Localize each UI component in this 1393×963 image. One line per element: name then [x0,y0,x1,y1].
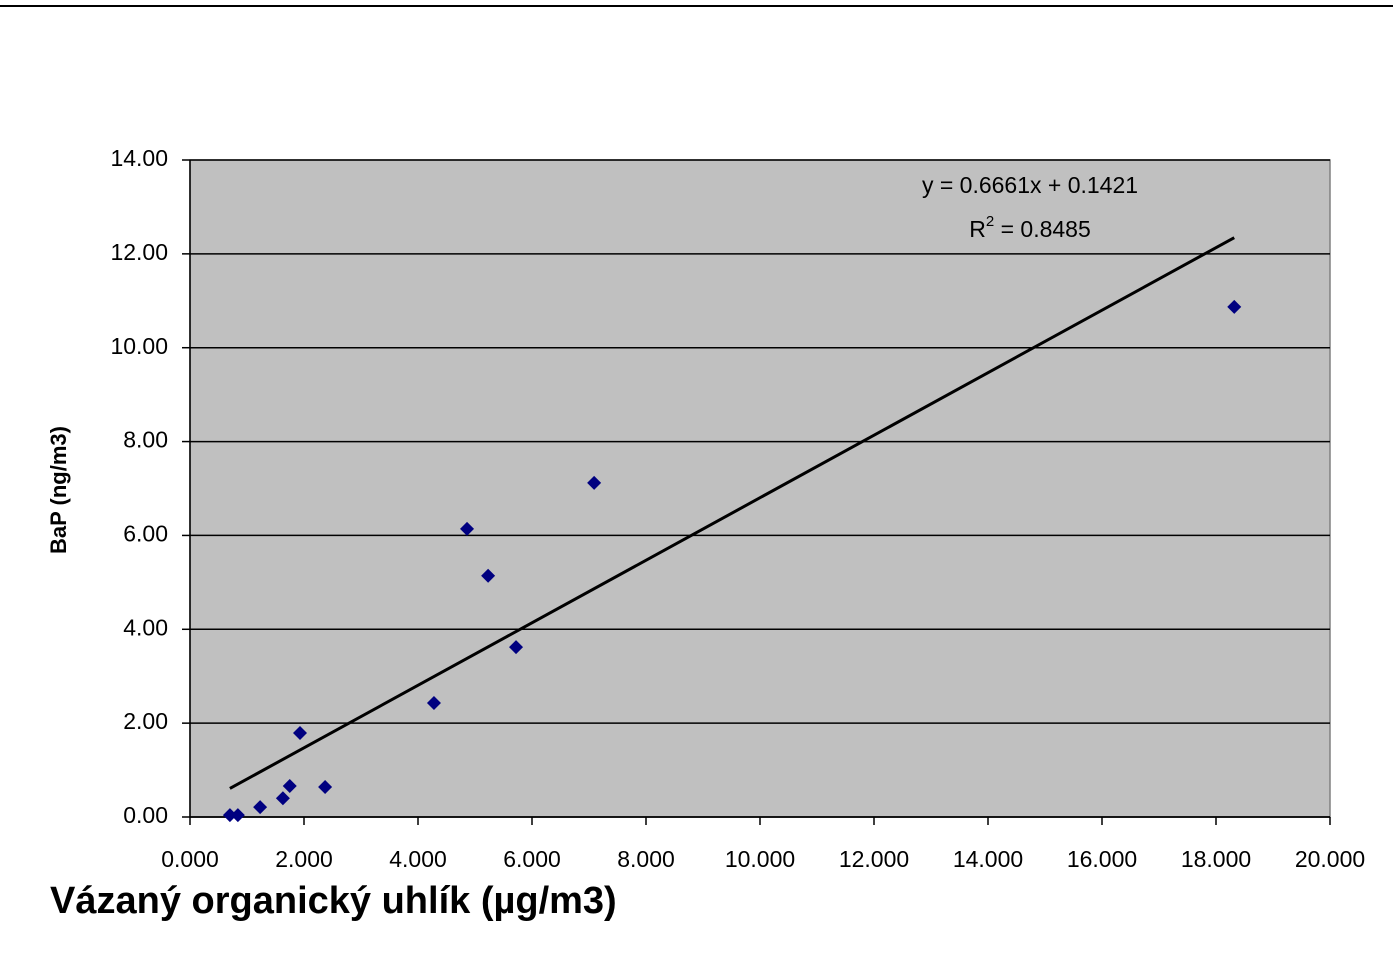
x-tick-label: 12.000 [839,846,909,872]
y-tick-label: 12.00 [110,239,168,265]
r-squared-rest: = 0.8485 [994,216,1091,242]
x-axis-title: Vázaný organický uhlík (µg/m3) [50,880,617,922]
point [509,640,524,655]
point [253,800,268,815]
y-tick-label: 10.00 [110,333,168,359]
point [481,568,496,583]
x-tick-label: 16.000 [1067,846,1137,872]
plot-area [189,159,1331,818]
x-tick-label: 18.000 [1181,846,1251,872]
point [426,695,441,710]
x-tick-label: 14.000 [953,846,1023,872]
point [275,791,290,806]
y-tick-label: 0.00 [123,802,168,828]
point [282,779,297,794]
x-tick-label: 2.000 [275,846,333,872]
trendline [229,236,1235,790]
point [460,521,475,536]
r-squared: R2 = 0.8485 [969,213,1091,242]
y-axis-title: BaP (ng/m3) [46,426,71,554]
x-tick-label: 20.000 [1295,846,1365,872]
point [587,475,602,490]
y-tick-label: 6.00 [123,521,168,547]
x-tick-label: 0.000 [161,846,219,872]
x-tick-label: 10.000 [725,846,795,872]
r-squared-base: R [969,216,986,242]
point [222,808,237,823]
r-squared-sup: 2 [986,213,994,230]
y-tick-label: 4.00 [123,614,168,640]
y-tick-label: 8.00 [123,427,168,453]
x-tick-label: 8.000 [617,846,675,872]
point [1227,299,1242,314]
x-tick-label: 4.000 [389,846,447,872]
point [230,808,245,823]
point [293,725,308,740]
y-tick-label: 14.00 [110,145,168,171]
trendline-equation: y = 0.6661x + 0.1421 [922,172,1138,198]
point [318,779,333,794]
x-tick-label: 6.000 [503,846,561,872]
y-tick-label: 2.00 [123,708,168,734]
